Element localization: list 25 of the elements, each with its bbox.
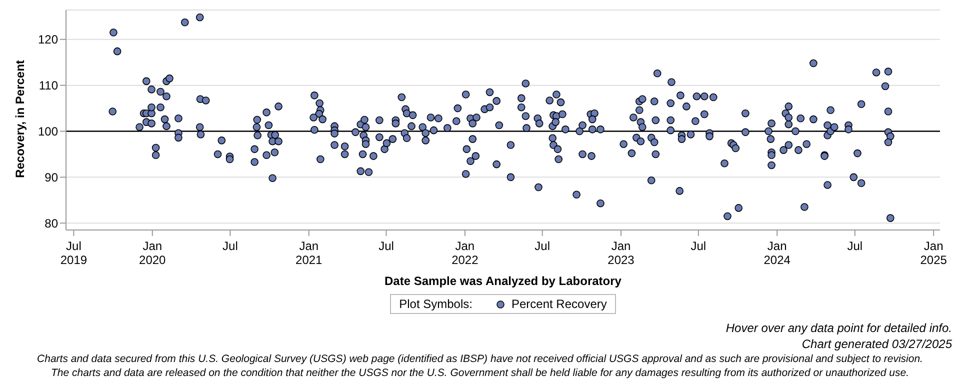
x-tick-label: Jul <box>847 239 863 253</box>
y-tick-label: 90 <box>44 170 58 184</box>
y-tick-label: 100 <box>38 124 58 139</box>
x-tick-label: Jul 2019 <box>60 239 88 267</box>
x-tick-label: Jul <box>378 239 394 253</box>
text: Chart generated 03/27/2025 <box>800 336 952 352</box>
x-tick-label: Jan 2025 <box>920 239 948 267</box>
legend-label: Percent Recovery <box>511 297 607 311</box>
x-tick-label: Jan 2023 <box>608 239 635 267</box>
x-tick-label: Jul <box>690 239 706 253</box>
text: Charts and data secured from this U.S. Geological Survey (USGS) web page (identified as IBSP) have not received official USGS approval and as such are provisional and subject to revision. <box>36 352 924 366</box>
x-tick-label: Jan 2020 <box>139 239 166 267</box>
x-tick-label: Jan 2024 <box>764 239 791 267</box>
x-tick-label: Jan 2021 <box>296 239 323 267</box>
x-tick-label: Jul <box>534 239 550 253</box>
y-axis-title: Recovery, in Percent <box>13 60 27 178</box>
x-tick-label: Jan 2022 <box>452 239 479 267</box>
y-tick-label: 80 <box>44 216 58 230</box>
x-tick-label: Jul <box>222 239 238 253</box>
legend-title: Plot Symbols: <box>399 297 472 311</box>
text: The charts and data are released on the condition that neither the USGS nor the U.S. Government shall be held liable for any damages resulting from its authorized or unauthorized use. <box>50 366 910 380</box>
text: Hover over any data point for detailed info. <box>724 320 952 336</box>
x-axis-title: Date Sample was Analyzed by Laboratory <box>384 274 622 288</box>
y-tick-label: 120 <box>38 32 58 47</box>
y-tick-label: 110 <box>38 78 58 93</box>
